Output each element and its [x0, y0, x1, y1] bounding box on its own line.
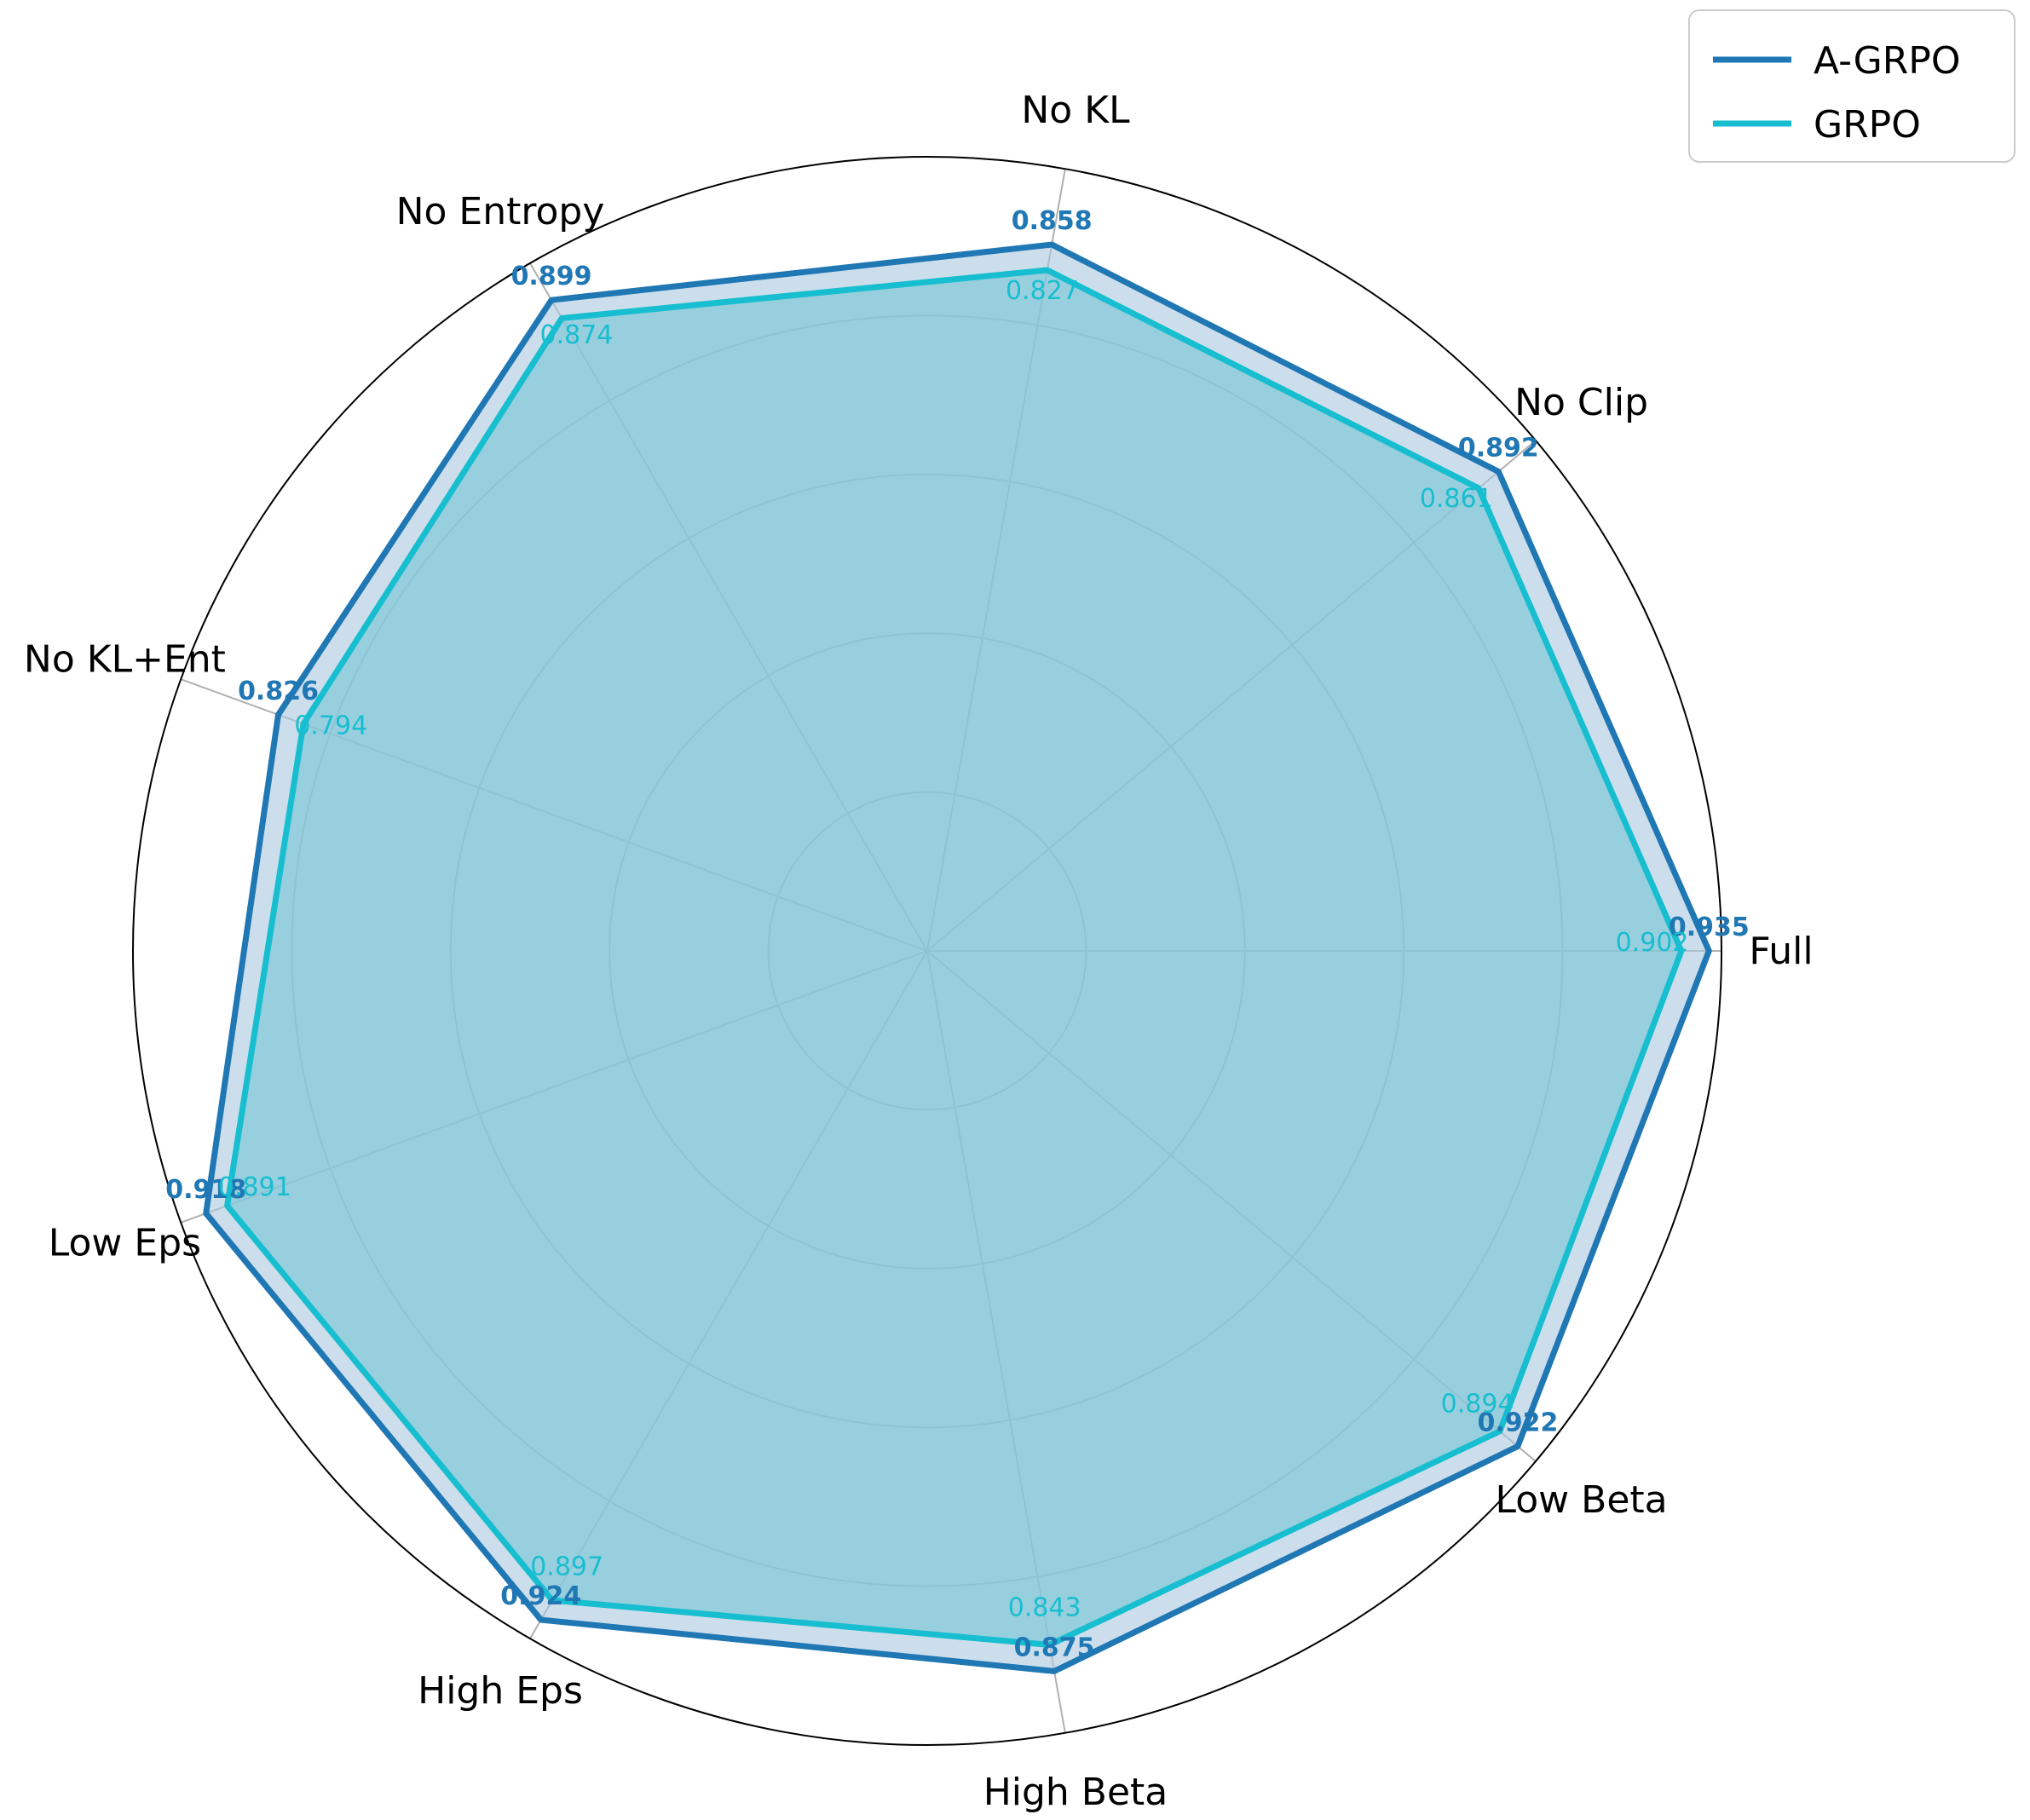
axis-label-full: Full	[1749, 930, 1813, 973]
series-line-a-grpo	[203, 241, 1712, 1674]
value-label-a-grpo-7: 0.875	[1014, 1633, 1095, 1662]
axis-label-no-clip: No Clip	[1514, 381, 1648, 424]
series-line-grpo	[224, 267, 1685, 1648]
value-label-grpo-7: 0.843	[1008, 1593, 1081, 1623]
value-label-a-grpo-3: 0.899	[511, 262, 592, 291]
value-label-grpo-6: 0.897	[530, 1552, 603, 1581]
series-layer	[203, 241, 1712, 1674]
value-label-grpo-1: 0.861	[1420, 484, 1493, 514]
value-label-a-grpo-2: 0.858	[1012, 206, 1093, 236]
value-label-grpo-5: 0.891	[218, 1172, 291, 1202]
value-label-grpo-2: 0.827	[1006, 276, 1079, 306]
outer-frame	[132, 156, 1722, 1746]
axis-label-high-eps: High Eps	[418, 1669, 583, 1713]
value-label-a-grpo-8: 0.922	[1477, 1408, 1558, 1437]
value-label-a-grpo-1: 0.892	[1458, 433, 1539, 463]
value-label-grpo-8: 0.894	[1441, 1390, 1514, 1420]
value-label-a-grpo-6: 0.924	[500, 1581, 581, 1611]
legend: A-GRPO GRPO	[1688, 9, 2016, 163]
legend-label-a-grpo: A-GRPO	[1814, 39, 1960, 83]
label-layer: 0.935 0.892 0.858 0.899 0.826 0.918 0.924 0.875…	[24, 89, 1814, 1814]
axis-label-no-entropy: No Entropy	[396, 190, 605, 233]
value-label-a-grpo-4: 0.826	[238, 677, 319, 706]
axis-label-no-kl-ent: No KL+Ent	[24, 637, 226, 681]
value-label-grpo-3: 0.874	[540, 320, 614, 350]
value-label-a-grpo-0: 0.935	[1669, 913, 1750, 942]
axis-label-no-kl: No KL	[1021, 89, 1130, 132]
axis-label-low-eps: Low Eps	[49, 1222, 201, 1265]
axis-label-low-beta: Low Beta	[1496, 1478, 1668, 1522]
axis-label-high-beta: High Beta	[983, 1771, 1168, 1814]
value-label-grpo-4: 0.794	[294, 711, 367, 740]
series-area-grpo	[227, 269, 1681, 1645]
legend-label-grpo: GRPO	[1814, 103, 1921, 147]
value-label-grpo-0: 0.902	[1616, 928, 1689, 958]
value-label-a-grpo-5: 0.918	[165, 1175, 246, 1205]
